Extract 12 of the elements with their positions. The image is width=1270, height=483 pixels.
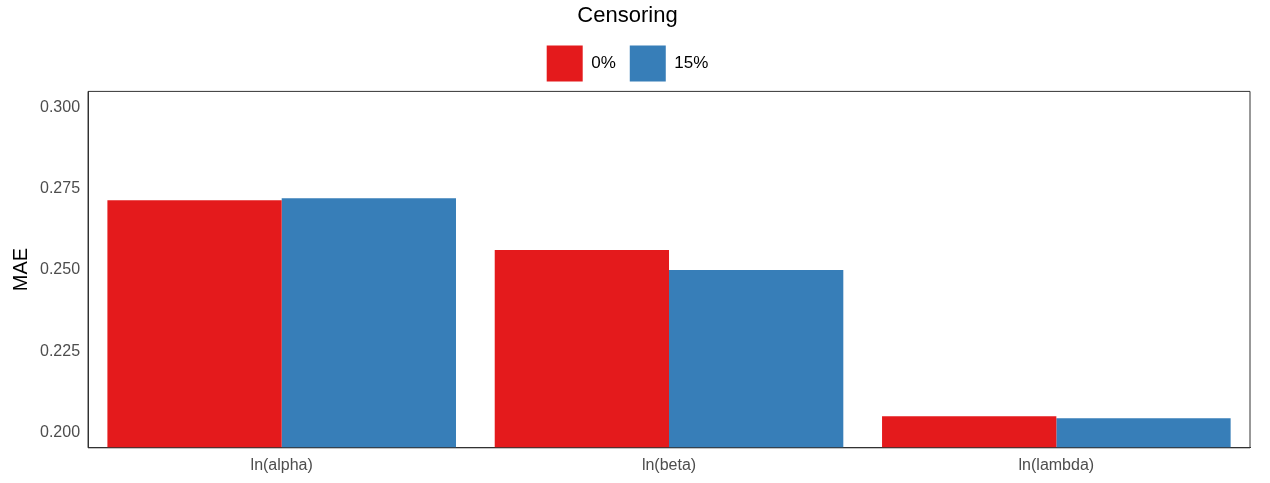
legend-label: 0%	[591, 53, 616, 73]
legend-title: Censoring	[577, 2, 678, 28]
y-tick-label: 0.225	[39, 341, 81, 359]
y-tick-label: 0.300	[39, 98, 81, 116]
y-tick-label: 0.200	[39, 422, 81, 440]
y-axis-title: MAE	[8, 247, 31, 292]
legend-label: 15%	[674, 53, 709, 73]
x-tick-label: ln(beta)	[641, 455, 697, 473]
x-tick-label: ln(alpha)	[250, 455, 313, 473]
y-tick-label: 0.250	[39, 260, 81, 278]
x-tick-label: ln(lambda)	[1018, 455, 1095, 473]
y-tick-label: 0.275	[39, 179, 81, 197]
